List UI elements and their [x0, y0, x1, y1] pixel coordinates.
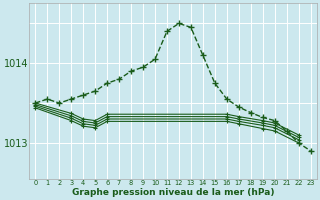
X-axis label: Graphe pression niveau de la mer (hPa): Graphe pression niveau de la mer (hPa)	[72, 188, 274, 197]
